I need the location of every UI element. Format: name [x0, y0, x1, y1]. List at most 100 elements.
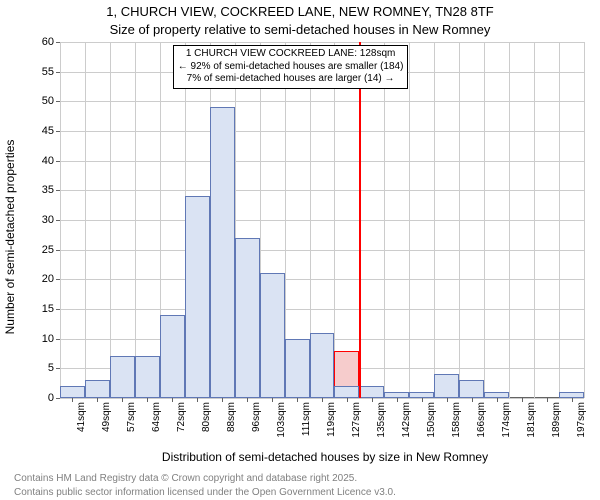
plot-area: 05101520253035404550556041sqm49sqm57sqm6… — [60, 42, 584, 398]
histogram-bar — [285, 339, 310, 398]
x-tick-label: 166sqm — [476, 402, 487, 438]
x-tick-label: 142sqm — [401, 402, 412, 438]
chart-title-line1: 1, CHURCH VIEW, COCKREED LANE, NEW ROMNE… — [0, 4, 600, 19]
y-axis-label: Number of semi-detached properties — [3, 107, 17, 367]
histogram-bar — [135, 356, 160, 398]
gridline-v — [85, 42, 86, 398]
y-tick-label: 25 — [42, 244, 54, 256]
gridline-v — [434, 42, 435, 398]
x-tick-mark — [197, 398, 198, 402]
x-tick-mark — [547, 398, 548, 402]
gridline-v — [584, 42, 585, 398]
annotation-box: 1 CHURCH VIEW COCKREED LANE: 128sqm← 92%… — [173, 45, 409, 89]
histogram-bar — [235, 238, 260, 398]
histogram-bar — [434, 374, 459, 398]
histogram-bar — [459, 380, 484, 398]
gridline-v — [484, 42, 485, 398]
histogram-bar — [484, 392, 509, 398]
x-tick-mark — [322, 398, 323, 402]
x-tick-label: 197sqm — [576, 402, 587, 438]
x-tick-mark — [147, 398, 148, 402]
x-tick-label: 158sqm — [451, 402, 462, 438]
footer-line1: Contains HM Land Registry data © Crown c… — [14, 473, 357, 484]
x-tick-mark — [222, 398, 223, 402]
histogram-bar — [60, 386, 85, 398]
gridline-h — [60, 131, 584, 132]
y-tick-label: 50 — [42, 95, 54, 107]
x-tick-mark — [372, 398, 373, 402]
gridline-v — [60, 42, 61, 398]
gridline-v — [409, 42, 410, 398]
y-tick-label: 45 — [42, 125, 54, 137]
x-tick-label: 135sqm — [376, 402, 387, 438]
x-tick-mark — [572, 398, 573, 402]
x-tick-mark — [247, 398, 248, 402]
histogram-bar — [185, 196, 210, 398]
histogram-bar — [559, 392, 584, 398]
x-tick-mark — [447, 398, 448, 402]
x-tick-label: 150sqm — [426, 402, 437, 438]
annotation-line1: 1 CHURCH VIEW COCKREED LANE: 128sqm — [178, 48, 404, 61]
x-tick-label: 41sqm — [76, 402, 87, 432]
x-tick-label: 119sqm — [326, 402, 337, 437]
x-tick-label: 80sqm — [201, 402, 212, 432]
x-tick-mark — [272, 398, 273, 402]
x-tick-label: 111sqm — [301, 402, 312, 436]
y-tick-label: 10 — [42, 333, 54, 345]
x-tick-label: 189sqm — [551, 402, 562, 438]
x-tick-label: 103sqm — [276, 402, 287, 438]
gridline-h — [60, 250, 584, 251]
y-tick-label: 35 — [42, 184, 54, 196]
gridline-v — [135, 42, 136, 398]
gridline-v — [459, 42, 460, 398]
y-tick-label: 55 — [42, 66, 54, 78]
histogram-bar — [210, 107, 235, 398]
chart-title-line2: Size of property relative to semi-detach… — [0, 22, 600, 37]
x-tick-mark — [72, 398, 73, 402]
histogram-bar — [85, 380, 110, 398]
gridline-h — [60, 279, 584, 280]
y-tick-label: 20 — [42, 273, 54, 285]
histogram-bar — [334, 386, 359, 398]
gridline-v — [384, 42, 385, 398]
x-tick-mark — [347, 398, 348, 402]
x-tick-mark — [472, 398, 473, 402]
gridline-v — [509, 42, 510, 398]
annotation-line3: 7% of semi-detached houses are larger (1… — [178, 73, 404, 86]
x-tick-mark — [522, 398, 523, 402]
histogram-bar — [260, 273, 285, 398]
footer-line2: Contains public sector information licen… — [14, 487, 396, 498]
y-tick-mark — [56, 398, 60, 399]
gridline-v — [559, 42, 560, 398]
gridline-h — [60, 190, 584, 191]
gridline-h — [60, 309, 584, 310]
gridline-h — [60, 220, 584, 221]
histogram-bar — [110, 356, 135, 398]
y-tick-label: 60 — [42, 36, 54, 48]
x-tick-mark — [497, 398, 498, 402]
annotation-line2: ← 92% of semi-detached houses are smalle… — [178, 61, 404, 74]
x-tick-mark — [422, 398, 423, 402]
y-tick-label: 30 — [42, 214, 54, 226]
x-tick-mark — [122, 398, 123, 402]
x-tick-label: 72sqm — [176, 402, 187, 432]
x-tick-label: 127sqm — [351, 402, 362, 438]
gridline-v — [110, 42, 111, 398]
x-tick-label: 64sqm — [151, 402, 162, 432]
y-tick-label: 0 — [48, 392, 54, 404]
x-tick-mark — [172, 398, 173, 402]
x-tick-label: 57sqm — [126, 402, 137, 432]
marker-line — [359, 42, 361, 398]
gridline-h — [60, 161, 584, 162]
x-tick-label: 88sqm — [226, 402, 237, 432]
y-tick-label: 40 — [42, 155, 54, 167]
gridline-v — [334, 42, 335, 398]
x-tick-mark — [397, 398, 398, 402]
gridline-h — [60, 42, 584, 43]
x-tick-mark — [97, 398, 98, 402]
histogram-bar — [359, 386, 384, 398]
y-tick-label: 5 — [48, 362, 54, 374]
x-tick-label: 49sqm — [101, 402, 112, 432]
x-tick-label: 181sqm — [526, 402, 537, 438]
chart-container: 1, CHURCH VIEW, COCKREED LANE, NEW ROMNE… — [0, 0, 600, 500]
